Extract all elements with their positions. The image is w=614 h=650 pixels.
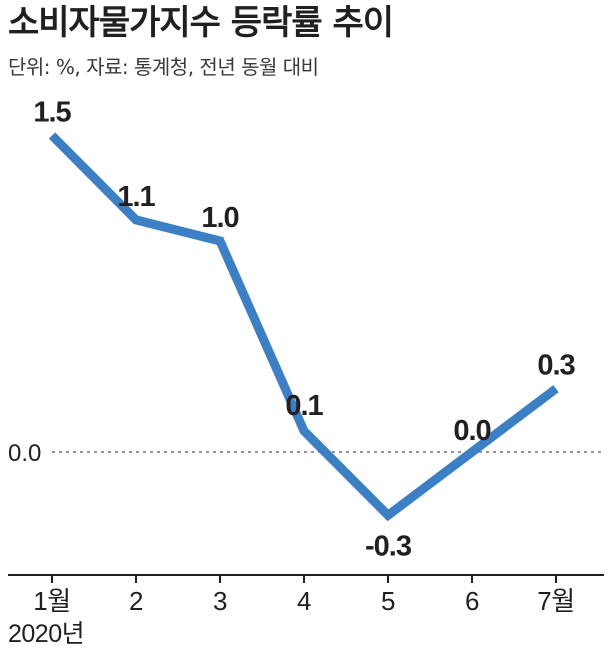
x-tick-label: 6 xyxy=(465,586,479,616)
data-label: -0.3 xyxy=(365,530,412,562)
data-label: 1.5 xyxy=(33,97,71,129)
zero-reference-label: 0.0 xyxy=(8,440,41,467)
data-label: 0.0 xyxy=(453,415,490,447)
x-tick-label: 5 xyxy=(381,586,395,616)
x-axis-year-label: 2020년 xyxy=(8,620,84,648)
x-tick-label: 7월 xyxy=(537,586,574,616)
x-tick-label: 3 xyxy=(213,586,227,616)
x-tick-label: 4 xyxy=(297,586,311,616)
data-label: 1.1 xyxy=(117,181,155,213)
series-line xyxy=(48,132,559,522)
x-tick-label: 2 xyxy=(129,586,143,616)
x-tick-label: 1월 xyxy=(33,586,70,616)
x-tick-labels: 1월 2 3 4 5 6 7월 xyxy=(33,586,575,616)
chart-title: 소비자물가지수 등락률 추이 xyxy=(8,3,393,43)
data-label: 1.0 xyxy=(201,202,238,234)
x-ticks xyxy=(51,575,557,583)
data-labels: 1.5 1.1 1.0 0.1 -0.3 0.0 0.3 xyxy=(33,97,576,563)
chart-subtitle: 단위: %, 자료: 통계청, 전년 동월 대비 xyxy=(8,55,319,79)
data-label: 0.3 xyxy=(537,350,575,382)
data-label: 0.1 xyxy=(285,390,323,422)
